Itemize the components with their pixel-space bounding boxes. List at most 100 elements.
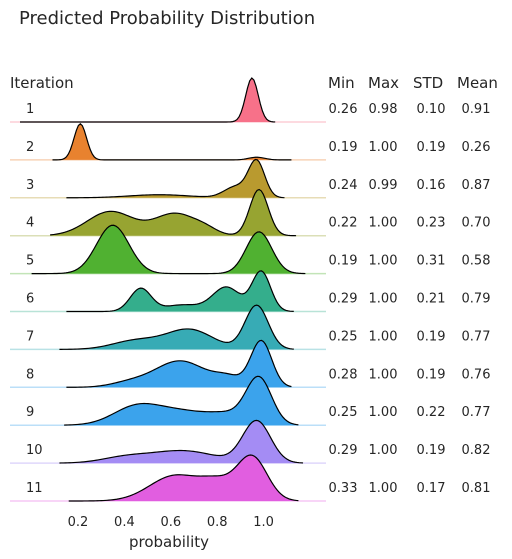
stat-mean: 0.58 (462, 254, 491, 269)
stat-mean: 0.77 (462, 329, 491, 344)
row-label: 3 (26, 178, 34, 193)
stat-max: 1.00 (369, 405, 398, 420)
row-label: 2 (26, 140, 34, 155)
stat-max: 1.00 (369, 140, 398, 155)
stat-max: 0.98 (369, 102, 398, 117)
x-tick-label: 0.2 (68, 515, 89, 530)
row-label: 1 (26, 102, 34, 117)
ridge-row-3: 3 0.24 0.99 0.16 0.87 (10, 158, 491, 199)
ridge-row-4: 4 0.22 1.00 0.23 0.70 (10, 188, 491, 237)
stat-mean: 0.76 (462, 367, 491, 382)
ridge-area (52, 123, 292, 160)
ridge-outline (31, 224, 306, 275)
stat-std: 0.19 (417, 329, 446, 344)
stat-min: 0.19 (329, 140, 358, 155)
stat-std: 0.31 (417, 254, 446, 269)
stat-max: 1.00 (369, 254, 398, 269)
stat-std: 0.17 (417, 481, 446, 496)
stat-std: 0.23 (417, 216, 446, 231)
stat-mean: 0.81 (462, 481, 491, 496)
ridge-area (31, 225, 306, 274)
ridge-outline (66, 158, 285, 199)
row-header: Iteration (10, 74, 74, 92)
stat-std: 0.19 (417, 367, 446, 382)
stat-min: 0.29 (329, 443, 358, 458)
stat-std: 0.19 (417, 443, 446, 458)
stat-min: 0.19 (329, 254, 358, 269)
ridge-area (68, 455, 299, 501)
stat-std: 0.16 (417, 178, 446, 193)
chart-title: Predicted Probability Distribution (19, 8, 315, 29)
ridge-row-2: 2 0.19 1.00 0.19 0.26 (10, 123, 491, 161)
ridge-row-1: 1 0.26 0.98 0.10 0.91 (10, 77, 491, 123)
ridge-outline (50, 188, 297, 237)
ridges-group: 1 0.26 0.98 0.10 0.91 2 0.19 1.00 0.19 0.26 3 0.24 0… (10, 77, 491, 502)
stat-max: 1.00 (369, 216, 398, 231)
x-tick-label: 0.4 (114, 515, 135, 530)
ridge-outline (66, 270, 294, 313)
x-tick-label: 0.8 (207, 515, 228, 530)
x-axis-label: probability (129, 533, 209, 551)
stat-mean: 0.82 (462, 443, 491, 458)
stat-mean: 0.77 (462, 405, 491, 420)
ridge-row-5: 5 0.19 1.00 0.31 0.58 (10, 224, 491, 275)
ridge-row-9: 9 0.25 1.00 0.22 0.77 (10, 375, 491, 426)
ridge-row-10: 10 0.29 1.00 0.19 0.82 (10, 419, 491, 464)
row-label: 8 (26, 367, 34, 382)
row-label: 4 (26, 216, 34, 231)
stat-max: 1.00 (369, 481, 398, 496)
stat-min: 0.33 (329, 481, 358, 496)
row-label: 10 (26, 443, 43, 458)
ridge-outline (59, 304, 294, 350)
stat-header-mean: Mean (457, 74, 498, 92)
ridge-area (59, 305, 294, 350)
ridge-area (59, 420, 304, 464)
stat-header-min: Min (328, 74, 355, 92)
stat-mean: 0.91 (462, 102, 491, 117)
stat-mean: 0.26 (462, 140, 491, 155)
stat-std: 0.21 (417, 292, 446, 307)
ridge-outline (68, 454, 299, 502)
ridge-area (66, 270, 294, 312)
ridge-row-11: 11 0.33 1.00 0.17 0.81 (10, 454, 491, 502)
ridge-area (64, 376, 299, 426)
row-label: 9 (26, 405, 34, 420)
ridge-area (66, 159, 285, 198)
x-tick-label: 1.0 (253, 515, 274, 530)
stat-min: 0.22 (329, 216, 358, 231)
stat-header-max: Max (368, 74, 399, 92)
ridge-outline (66, 339, 292, 388)
ridge-area (66, 340, 292, 388)
stat-mean: 0.79 (462, 292, 491, 307)
stat-max: 1.00 (369, 443, 398, 458)
stat-min: 0.24 (329, 178, 358, 193)
stat-max: 1.00 (369, 292, 398, 307)
stat-max: 1.00 (369, 329, 398, 344)
ridge-outline (59, 419, 304, 464)
ridge-row-6: 6 0.29 1.00 0.21 0.79 (10, 270, 491, 313)
stat-min: 0.25 (329, 329, 358, 344)
stat-mean: 0.70 (462, 216, 491, 231)
stat-min: 0.29 (329, 292, 358, 307)
x-axis-ticks: 0.2 0.4 0.6 0.8 1.0 (68, 515, 274, 530)
x-tick-label: 0.6 (160, 515, 181, 530)
stat-min: 0.28 (329, 367, 358, 382)
stat-std: 0.22 (417, 405, 446, 420)
stat-std: 0.19 (417, 140, 446, 155)
row-label: 6 (26, 292, 34, 307)
ridge-area (50, 189, 297, 236)
ridge-row-8: 8 0.28 1.00 0.19 0.76 (10, 339, 491, 389)
ridge-outline (64, 375, 299, 426)
ridge-row-7: 7 0.25 1.00 0.19 0.77 (10, 304, 491, 351)
stat-mean: 0.87 (462, 178, 491, 193)
ridge-outline (52, 123, 292, 161)
stat-max: 0.99 (369, 178, 398, 193)
row-label: 5 (26, 254, 34, 269)
stat-header-std: STD (413, 74, 443, 92)
ridge-outline (20, 77, 276, 123)
row-label: 11 (26, 481, 43, 496)
stat-std: 0.10 (417, 102, 446, 117)
row-label: 7 (26, 329, 34, 344)
stat-min: 0.26 (329, 102, 358, 117)
